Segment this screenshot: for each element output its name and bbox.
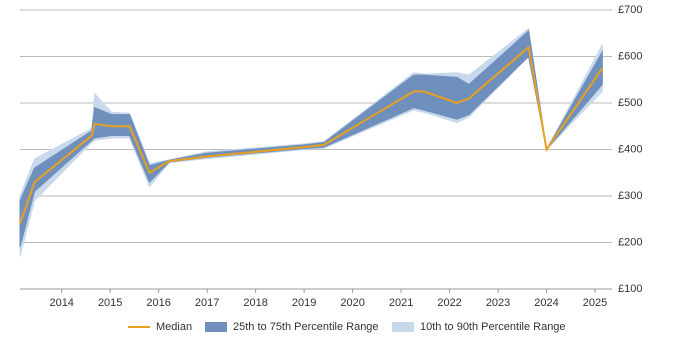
x-tick-label: 2021	[389, 297, 413, 309]
median-line	[19, 45, 604, 225]
x-tick-label: 2014	[49, 297, 73, 309]
x-tick-label: 2015	[98, 297, 122, 309]
x-tick-label: 2025	[583, 297, 607, 309]
x-tick-label: 2020	[340, 297, 364, 309]
y-tick-label: £200	[618, 236, 642, 248]
legend-swatch	[205, 322, 227, 332]
x-tick-label: 2018	[243, 297, 267, 309]
y-tick-label: £300	[618, 190, 642, 202]
legend-swatch	[392, 322, 414, 332]
x-tick-label: 2017	[195, 297, 219, 309]
y-tick-label: £700	[618, 4, 642, 16]
x-tick-label: 2023	[486, 297, 510, 309]
percentile-band	[19, 29, 603, 248]
x-tick-label: 2016	[146, 297, 170, 309]
x-tick-label: 2022	[437, 297, 461, 309]
legend-label: 25th to 75th Percentile Range	[233, 321, 379, 333]
x-tick-label: 2024	[534, 297, 558, 309]
y-tick-label: £600	[618, 50, 642, 62]
x-tick-label: 2019	[292, 297, 316, 309]
y-tick-label: £500	[618, 97, 642, 109]
legend-label: 10th to 90th Percentile Range	[420, 321, 566, 333]
legend-label: Median	[156, 321, 192, 333]
y-tick-label: £100	[618, 283, 642, 295]
y-tick-label: £400	[618, 143, 642, 155]
